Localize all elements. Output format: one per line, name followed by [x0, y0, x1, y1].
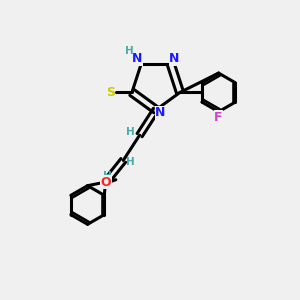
- Text: N: N: [132, 52, 143, 65]
- Text: N: N: [169, 52, 179, 65]
- Text: H: H: [126, 157, 135, 167]
- Text: S: S: [106, 86, 115, 99]
- Text: H: H: [125, 46, 134, 56]
- Text: O: O: [101, 176, 111, 189]
- Text: F: F: [214, 111, 223, 124]
- Text: H: H: [103, 171, 111, 181]
- Text: N: N: [155, 106, 166, 119]
- Text: H: H: [126, 127, 135, 137]
